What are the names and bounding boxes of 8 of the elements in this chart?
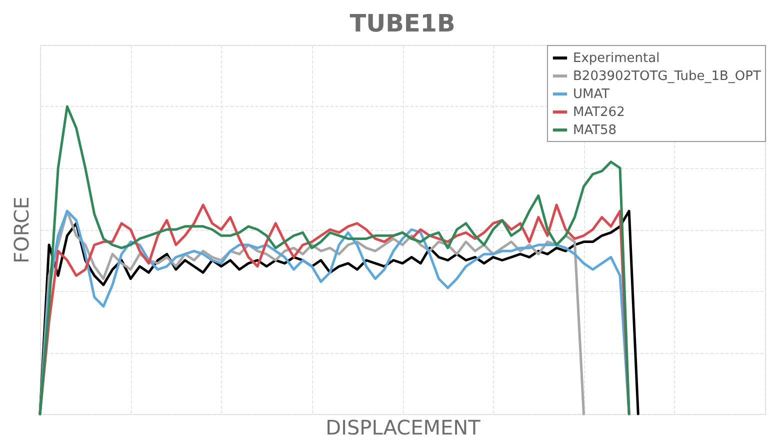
legend-label: MAT58 bbox=[573, 123, 617, 138]
chart-title: TUBE1B bbox=[350, 10, 456, 38]
y-axis-title: FORCE bbox=[10, 196, 34, 264]
legend-label: UMAT bbox=[573, 87, 610, 102]
legend-label: B203902TOTG_Tube_1B_OPT bbox=[573, 69, 761, 84]
legend-label: Experimental bbox=[573, 51, 660, 66]
x-axis-title: DISPLACEMENT bbox=[326, 416, 482, 440]
legend-label: MAT262 bbox=[573, 105, 625, 120]
